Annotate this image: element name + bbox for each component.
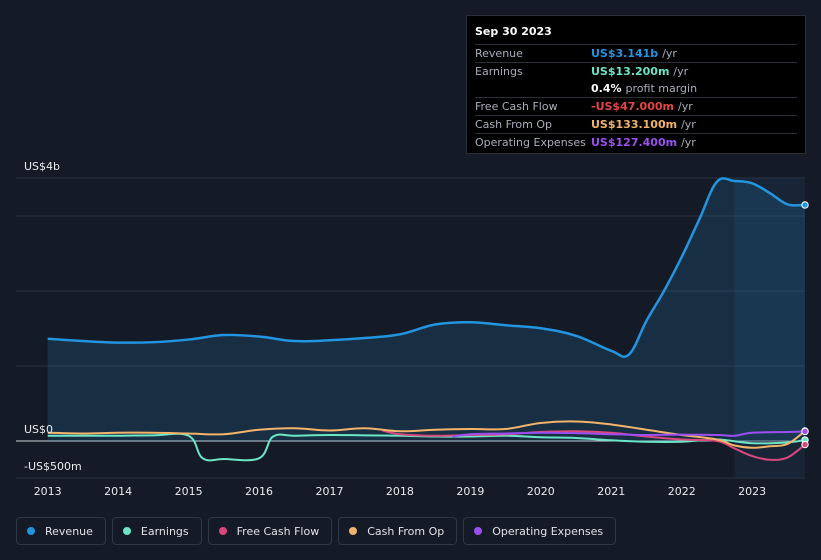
x-tick-label: 2018	[385, 485, 414, 498]
data-tooltip: Sep 30 2023 Revenue US$3.141b/yr Earnings U…	[466, 15, 806, 154]
legend-item-earnings[interactable]: Earnings	[111, 517, 202, 545]
x-tick-label: 2015	[174, 485, 203, 498]
series-layer	[47, 177, 806, 462]
operating-expenses-line	[452, 430, 806, 438]
y-axis-label-bottom: -US$500m	[24, 460, 82, 473]
tooltip-row-value: 0.4%	[591, 82, 622, 95]
legend-dot-icon	[474, 527, 483, 535]
revenue-end-marker	[801, 201, 809, 209]
x-tick-label: 2021	[597, 485, 626, 498]
tooltip-row-label: Earnings	[475, 65, 523, 78]
tooltip-row: Operating Expenses US$127.400m/yr	[475, 133, 797, 151]
x-tick-label: 2017	[315, 485, 344, 498]
chart-plot	[16, 177, 809, 479]
x-tick-label: 2013	[33, 485, 62, 498]
legend-dot-icon	[122, 527, 131, 535]
legend-dot-icon	[218, 527, 227, 535]
end-markers	[801, 201, 809, 449]
tooltip-row-value: US$127.400m	[591, 136, 678, 149]
x-tick-label: 2020	[526, 485, 555, 498]
legend-item-free-cash-flow[interactable]: Free Cash Flow	[207, 517, 333, 545]
y-axis-label-top: US$4b	[24, 160, 61, 173]
legend-item-revenue[interactable]: Revenue	[16, 517, 106, 545]
tooltip-row-label: Revenue	[475, 47, 523, 60]
x-tick-label: 2019	[456, 485, 485, 498]
tooltip-row-value: US$13.200m	[591, 65, 670, 78]
gridlines	[16, 177, 805, 479]
tooltip-row-value: US$133.100m	[591, 118, 678, 131]
legend: Revenue Earnings Free Cash Flow Cash From O…	[16, 517, 622, 545]
x-tick-label: 2023	[738, 485, 767, 498]
tooltip-row-value: US$3.141b	[591, 47, 659, 60]
tooltip-row-unit: /yr	[681, 118, 696, 131]
operating-expenses-end-marker	[801, 427, 809, 436]
tooltip-row-label: Cash From Op	[475, 118, 553, 131]
y-axis-label-zero: US$0	[24, 423, 54, 436]
tooltip-row: Revenue US$3.141b/yr	[475, 44, 797, 62]
legend-dot-icon	[27, 527, 35, 535]
legend-dot-icon	[349, 527, 358, 535]
tooltip-row-label: Operating Expenses	[475, 136, 586, 149]
revenue-area	[47, 178, 806, 441]
tooltip-row-unit: profit margin	[625, 82, 698, 95]
tooltip-rows: Revenue US$3.141b/yr Earnings US$13.200m/yr…	[475, 44, 797, 151]
tooltip-row: 0.4% profit margin	[475, 80, 797, 97]
legend-label: Revenue	[45, 524, 93, 538]
tooltip-row-unit: /yr	[677, 100, 693, 113]
tooltip-row: Earnings US$13.200m/yr	[475, 62, 797, 80]
legend-label: Operating Expenses	[492, 524, 604, 538]
tooltip-row-label: Free Cash Flow	[475, 100, 558, 113]
tooltip-row-label	[475, 80, 591, 97]
highlight-region	[734, 178, 805, 478]
legend-label: Free Cash Flow	[236, 524, 320, 538]
free-cash-flow-end-marker	[801, 440, 809, 449]
tooltip-row-value: -US$47.000m	[591, 100, 674, 113]
tooltip-row-unit: /yr	[673, 65, 689, 78]
x-tick-label: 2014	[104, 485, 133, 498]
x-tick-label: 2016	[245, 485, 274, 498]
legend-item-operating-expenses[interactable]: Operating Expenses	[463, 517, 617, 545]
tooltip-row: Free Cash Flow -US$47.000m/yr	[475, 97, 797, 115]
cash-from-op-line	[47, 420, 806, 449]
tooltip-row-unit: /yr	[681, 136, 696, 149]
tooltip-row-unit: /yr	[662, 47, 677, 60]
x-tick-label: 2022	[667, 485, 696, 498]
tooltip-row: Cash From Op US$133.100m/yr	[475, 115, 797, 133]
revenue-line	[47, 177, 806, 359]
tooltip-date: Sep 30 2023	[475, 25, 552, 38]
earnings-line	[47, 432, 806, 462]
legend-item-cash-from-op[interactable]: Cash From Op	[338, 517, 458, 545]
legend-label: Earnings	[140, 524, 189, 538]
legend-label: Cash From Op	[367, 524, 445, 538]
